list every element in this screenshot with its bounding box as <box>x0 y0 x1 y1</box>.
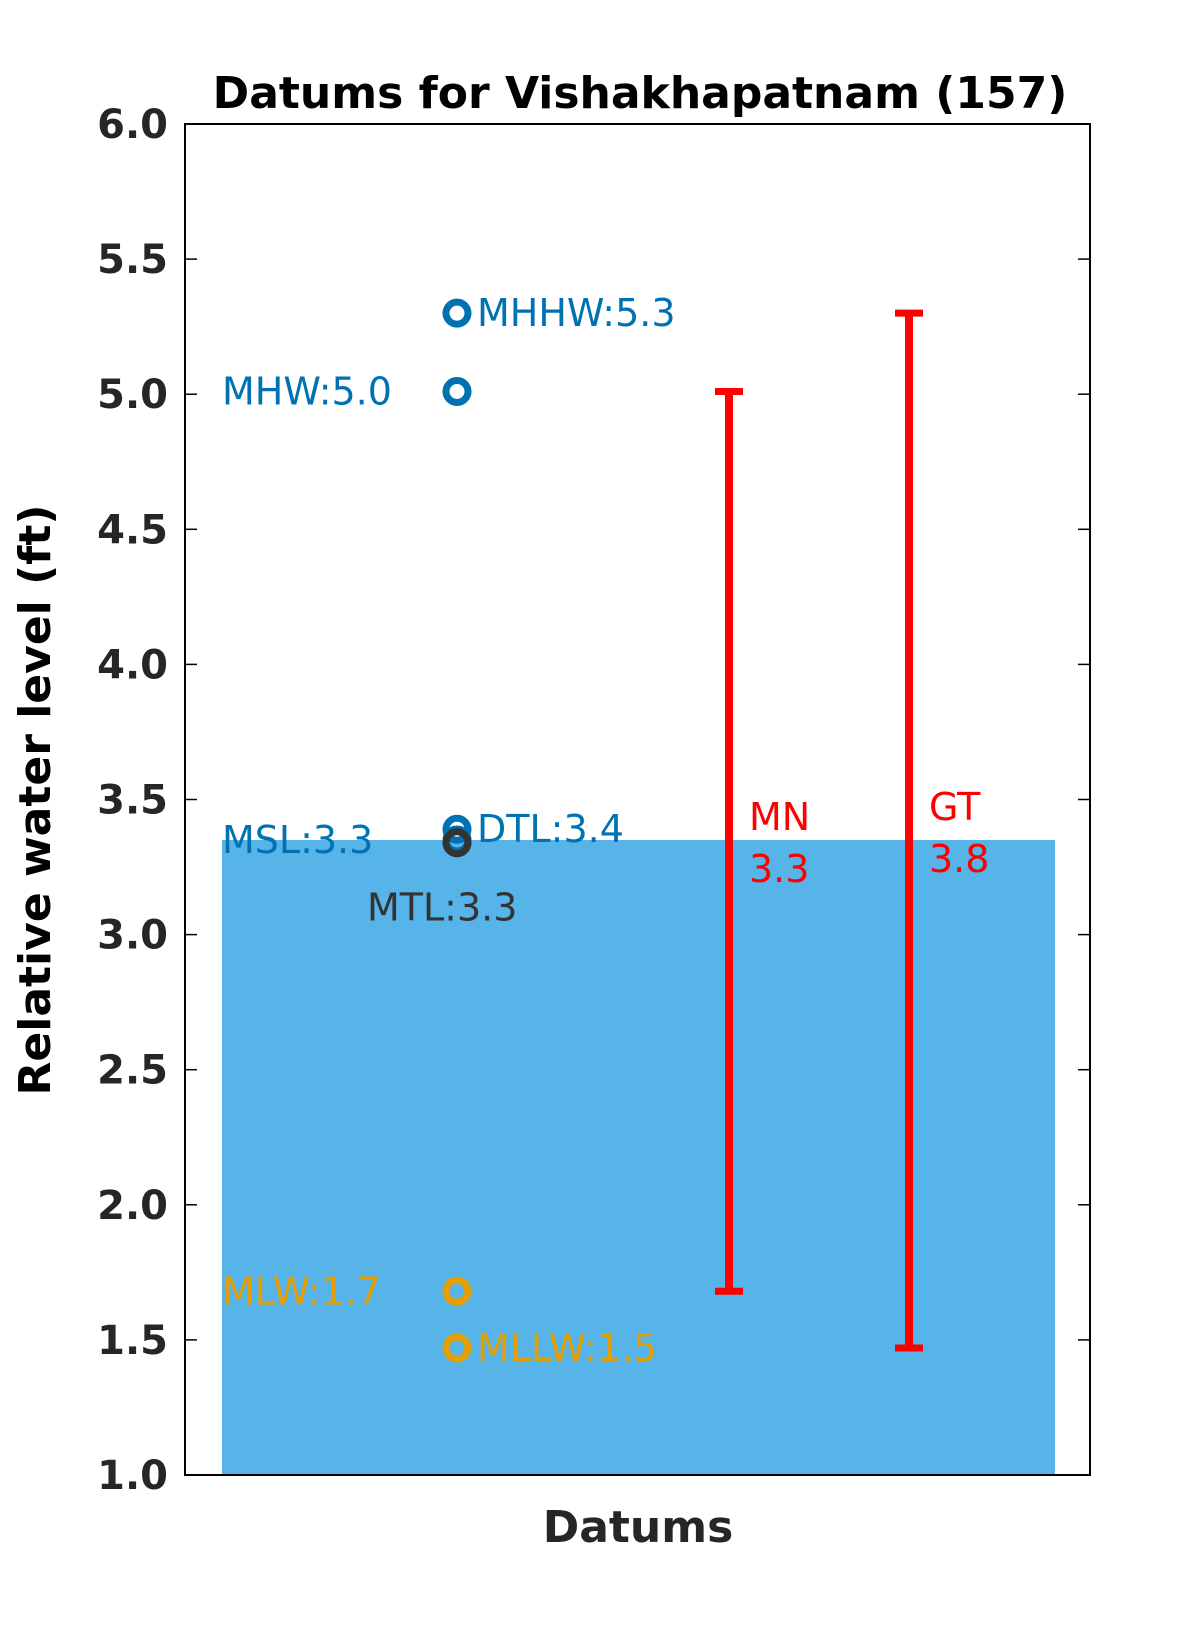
y-tick-label: 5.0 <box>97 372 168 418</box>
range-name-label: GT <box>929 785 981 829</box>
datum-marker <box>442 298 472 328</box>
y-tick-label: 4.5 <box>97 507 168 553</box>
y-axis: 1.0 1.5 2.0 2.5 3.0 3.5 4.0 4.5 5.0 5.5 6.0 <box>97 102 1090 1499</box>
y-tick-label: 4.0 <box>97 642 168 688</box>
datum-mhw: MHW:5.0 <box>222 369 472 413</box>
y-tick-label: 2.5 <box>97 1048 168 1094</box>
datum-label: MTL:3.3 <box>367 886 517 930</box>
datum-label: MLW:1.7 <box>222 1269 381 1313</box>
datum-label: DTL:3.4 <box>477 807 624 851</box>
y-tick-label: 3.0 <box>97 913 168 959</box>
datum-marker <box>442 1333 472 1363</box>
y-tick-label: 2.0 <box>97 1183 168 1229</box>
datum-label: MLLW:1.5 <box>477 1326 657 1370</box>
range-value-label: 3.8 <box>929 837 989 881</box>
datum-label: MSL:3.3 <box>222 818 373 862</box>
datum-label: MHHW:5.3 <box>477 291 676 335</box>
plot-frame <box>184 123 1091 1476</box>
datum-mhhw: MHHW:5.3 <box>442 291 676 335</box>
range-value-label: 3.3 <box>749 847 809 891</box>
datum-marker <box>442 828 472 858</box>
datum-msl: MSL:3.3 <box>222 818 472 862</box>
datum-mlw: MLW:1.7 <box>222 1269 472 1313</box>
tidal-ranges: MN 3.3 GT 3.8 <box>715 309 989 1352</box>
y-tick-label: 1.5 <box>97 1318 168 1364</box>
datum-marker <box>442 814 472 844</box>
y-tick-label: 5.5 <box>97 237 168 283</box>
datum-dtl: DTL:3.4 <box>442 807 624 851</box>
datum-label: MHW:5.0 <box>222 369 392 413</box>
datum-marker <box>442 1276 472 1306</box>
chart-title: Datums for Vishakhapatnam (157) <box>213 68 1068 119</box>
water-level-bar <box>222 840 1055 1475</box>
y-tick-label: 6.0 <box>97 102 168 148</box>
x-axis-label: Datums <box>543 1502 734 1553</box>
y-tick-label: 1.0 <box>97 1453 168 1499</box>
datum-markers: MHHW:5.3 MHW:5.0 DTL:3.4 MSL:3.3 MTL:3.3 MLW:… <box>222 291 676 1370</box>
range-name-label: MN <box>749 795 810 839</box>
datum-mllw: MLLW:1.5 <box>442 1326 657 1370</box>
datum-marker <box>442 376 472 406</box>
y-tick-label: 3.5 <box>97 778 168 824</box>
y-axis-label: Relative water level (ft) <box>10 505 61 1096</box>
datum-mtl: MTL:3.3 <box>367 828 517 930</box>
